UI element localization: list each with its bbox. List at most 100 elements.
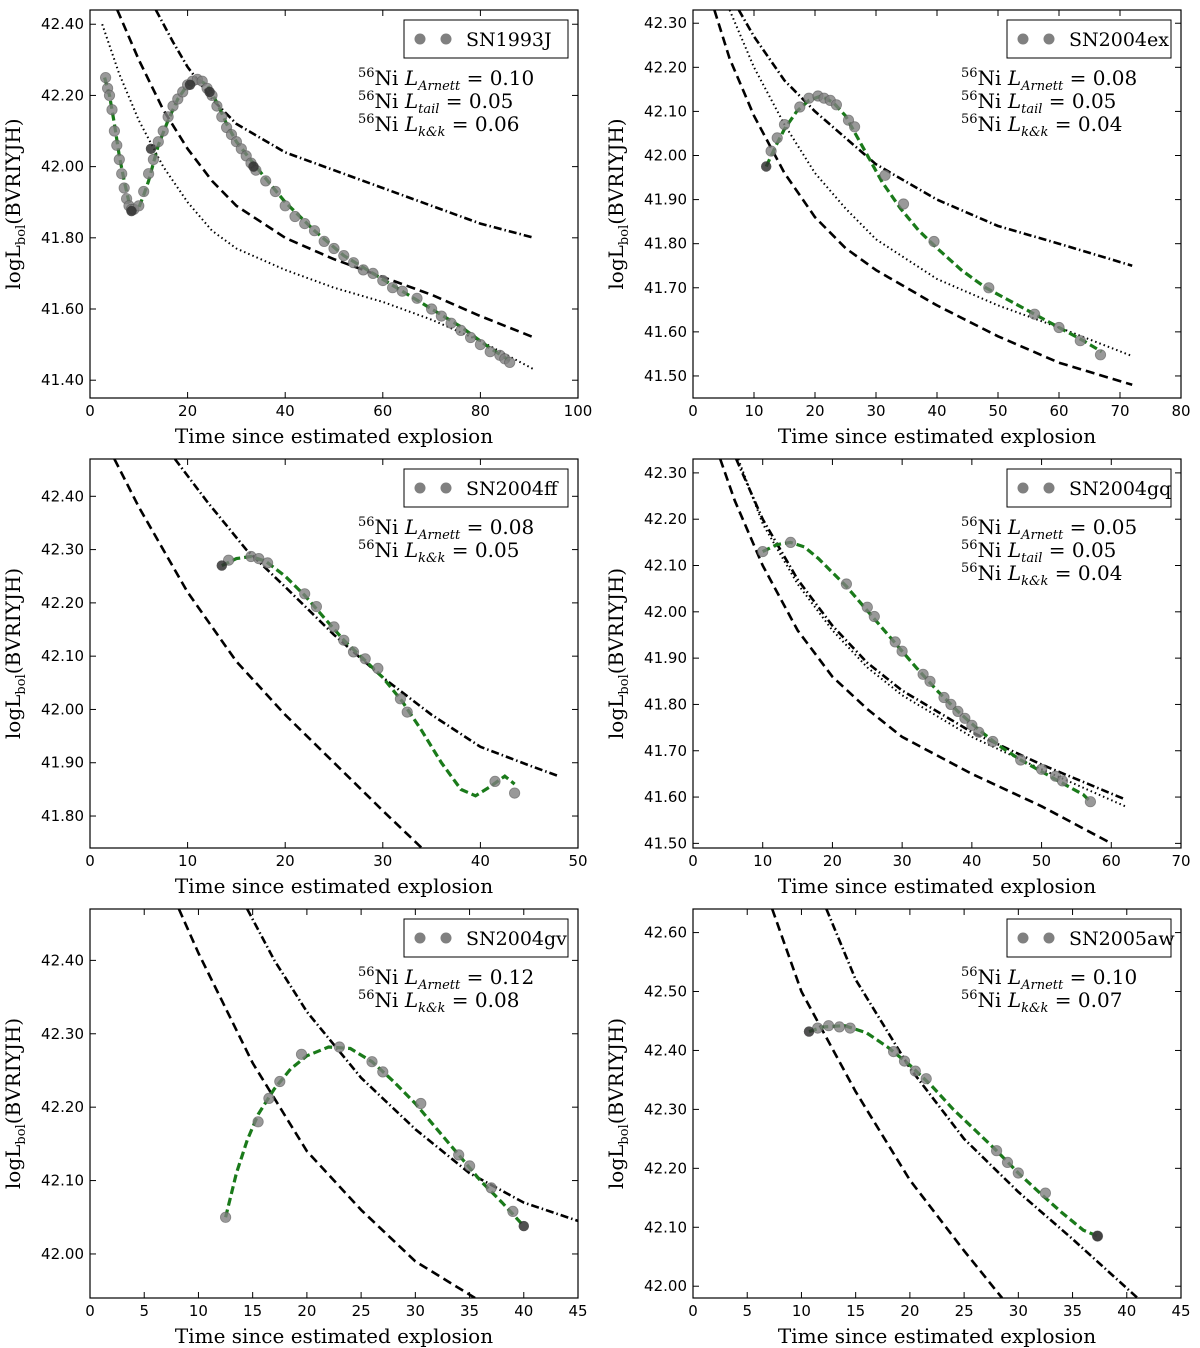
data-point — [868, 610, 880, 623]
model-curve-dashdot — [735, 459, 1126, 801]
data-point — [771, 132, 783, 144]
x-axis-label: Time since estimated explosion — [175, 424, 493, 448]
x-tick-label: 25 — [955, 1302, 974, 1320]
legend-marker — [1017, 482, 1029, 494]
y-axis-label: logLbol(BVRIYJH) — [1, 568, 29, 739]
data-point — [425, 303, 438, 315]
x-tick-label: 80 — [1171, 402, 1190, 420]
y-tick-label: 42.20 — [644, 1159, 687, 1177]
data-point — [1053, 321, 1065, 334]
data-point — [415, 1097, 427, 1110]
data-point — [803, 1026, 815, 1037]
x-tick-label: 15 — [243, 1302, 262, 1320]
y-tick-label: 42.20 — [41, 594, 84, 612]
ni-mass-annotation: 56Ni Lk&k = 0.05 — [358, 538, 519, 566]
data-point — [463, 1160, 476, 1172]
data-point — [489, 775, 501, 788]
y-tick-label: 42.00 — [41, 700, 84, 718]
ni-mass-annotation: 56Ni Lk&k = 0.04 — [961, 561, 1122, 589]
plot-area — [177, 909, 578, 1298]
x-tick-label: 0 — [85, 402, 95, 420]
data-point — [518, 1220, 529, 1232]
y-tick-label: 42.00 — [644, 603, 687, 621]
legend-label: SN2005aw — [1069, 928, 1175, 950]
x-tick-label: 0 — [688, 852, 698, 870]
legend-label: SN2004gq — [1069, 478, 1171, 500]
data-point — [1015, 754, 1027, 766]
data-point — [401, 706, 413, 718]
x-tick-label: 20 — [900, 1302, 919, 1320]
x-tick-label: 40 — [514, 1302, 533, 1320]
data-point — [118, 182, 130, 194]
data-point — [484, 346, 496, 358]
x-tick-label: 60 — [1102, 852, 1121, 870]
data-point — [1039, 1187, 1052, 1199]
x-axis-label: Time since estimated explosion — [778, 874, 1096, 898]
data-point — [274, 1075, 286, 1088]
data-point — [347, 257, 360, 269]
x-tick-label: 40 — [962, 852, 981, 870]
legend-marker — [440, 932, 452, 944]
data-point — [252, 1116, 264, 1128]
y-tick-label: 42.40 — [41, 15, 84, 33]
legend-marker — [1043, 932, 1055, 944]
panel-SN2004ex: 0 10 20 30 40 50 60 70 80 41.50 41.60 41.70 41.80 41.… — [604, 9, 1191, 448]
data-point — [357, 264, 369, 276]
y-tick-label: 42.00 — [41, 1245, 84, 1263]
ni-mass-annotation: 56Ni Lk&k = 0.08 — [358, 988, 519, 1016]
x-tick-label: 30 — [1009, 1302, 1028, 1320]
x-tick-label: 30 — [866, 402, 885, 420]
x-tick-label: 30 — [373, 852, 392, 870]
y-tick-label: 41.50 — [644, 834, 687, 852]
y-tick-label: 41.80 — [644, 695, 687, 713]
data-point — [1012, 1167, 1024, 1179]
y-tick-label: 41.80 — [41, 229, 84, 247]
x-tick-label: 70 — [1171, 852, 1190, 870]
model-curve-dotted — [728, 10, 1133, 358]
x-tick-label: 40 — [927, 402, 946, 420]
model-curve-dashdot — [825, 909, 1139, 1298]
legend-marker — [414, 482, 426, 494]
y-axis-label: logLbol(BVRIYJH) — [1, 118, 29, 289]
y-tick-label: 41.60 — [644, 323, 687, 341]
y-tick-label: 42.30 — [644, 1100, 687, 1118]
data-point — [108, 125, 121, 137]
data-point — [133, 200, 145, 212]
data-point — [1056, 775, 1069, 787]
data-point — [784, 536, 797, 549]
data-point — [367, 267, 379, 279]
data-point — [924, 675, 936, 687]
x-tick-label: 45 — [568, 1302, 587, 1320]
y-tick-label: 42.30 — [644, 464, 687, 482]
data-point — [794, 101, 806, 113]
data-point — [111, 139, 123, 151]
data-point — [100, 72, 112, 84]
y-tick-label: 42.20 — [41, 1098, 84, 1116]
model-curve-dotted — [737, 459, 1126, 808]
axes-frame — [692, 908, 1182, 1299]
data-point — [126, 205, 137, 217]
x-tick-label: 0 — [85, 852, 95, 870]
data-point — [299, 218, 311, 230]
legend: SN2004ff — [403, 468, 569, 508]
legend-label: SN2004ff — [466, 478, 559, 500]
plot-area — [770, 909, 1139, 1298]
x-tick-label: 30 — [893, 852, 912, 870]
y-tick-label: 42.40 — [41, 487, 84, 505]
x-tick-label: 15 — [846, 1302, 865, 1320]
data-point — [377, 274, 389, 287]
y-tick-label: 42.40 — [644, 1041, 687, 1059]
ni-mass-annotation: 56Ni LArnett = 0.12 — [358, 965, 534, 993]
data-point — [211, 100, 223, 112]
x-tick-label: 10 — [744, 402, 763, 420]
legend-marker — [1043, 482, 1055, 494]
y-tick-label: 41.90 — [644, 191, 687, 209]
data-point — [889, 636, 901, 648]
data-point — [898, 1055, 911, 1067]
data-point — [508, 787, 521, 799]
data-point — [106, 104, 118, 116]
data-point — [474, 338, 486, 351]
plot-area — [100, 10, 535, 371]
x-tick-label: 20 — [823, 852, 842, 870]
data-point — [263, 1092, 275, 1105]
